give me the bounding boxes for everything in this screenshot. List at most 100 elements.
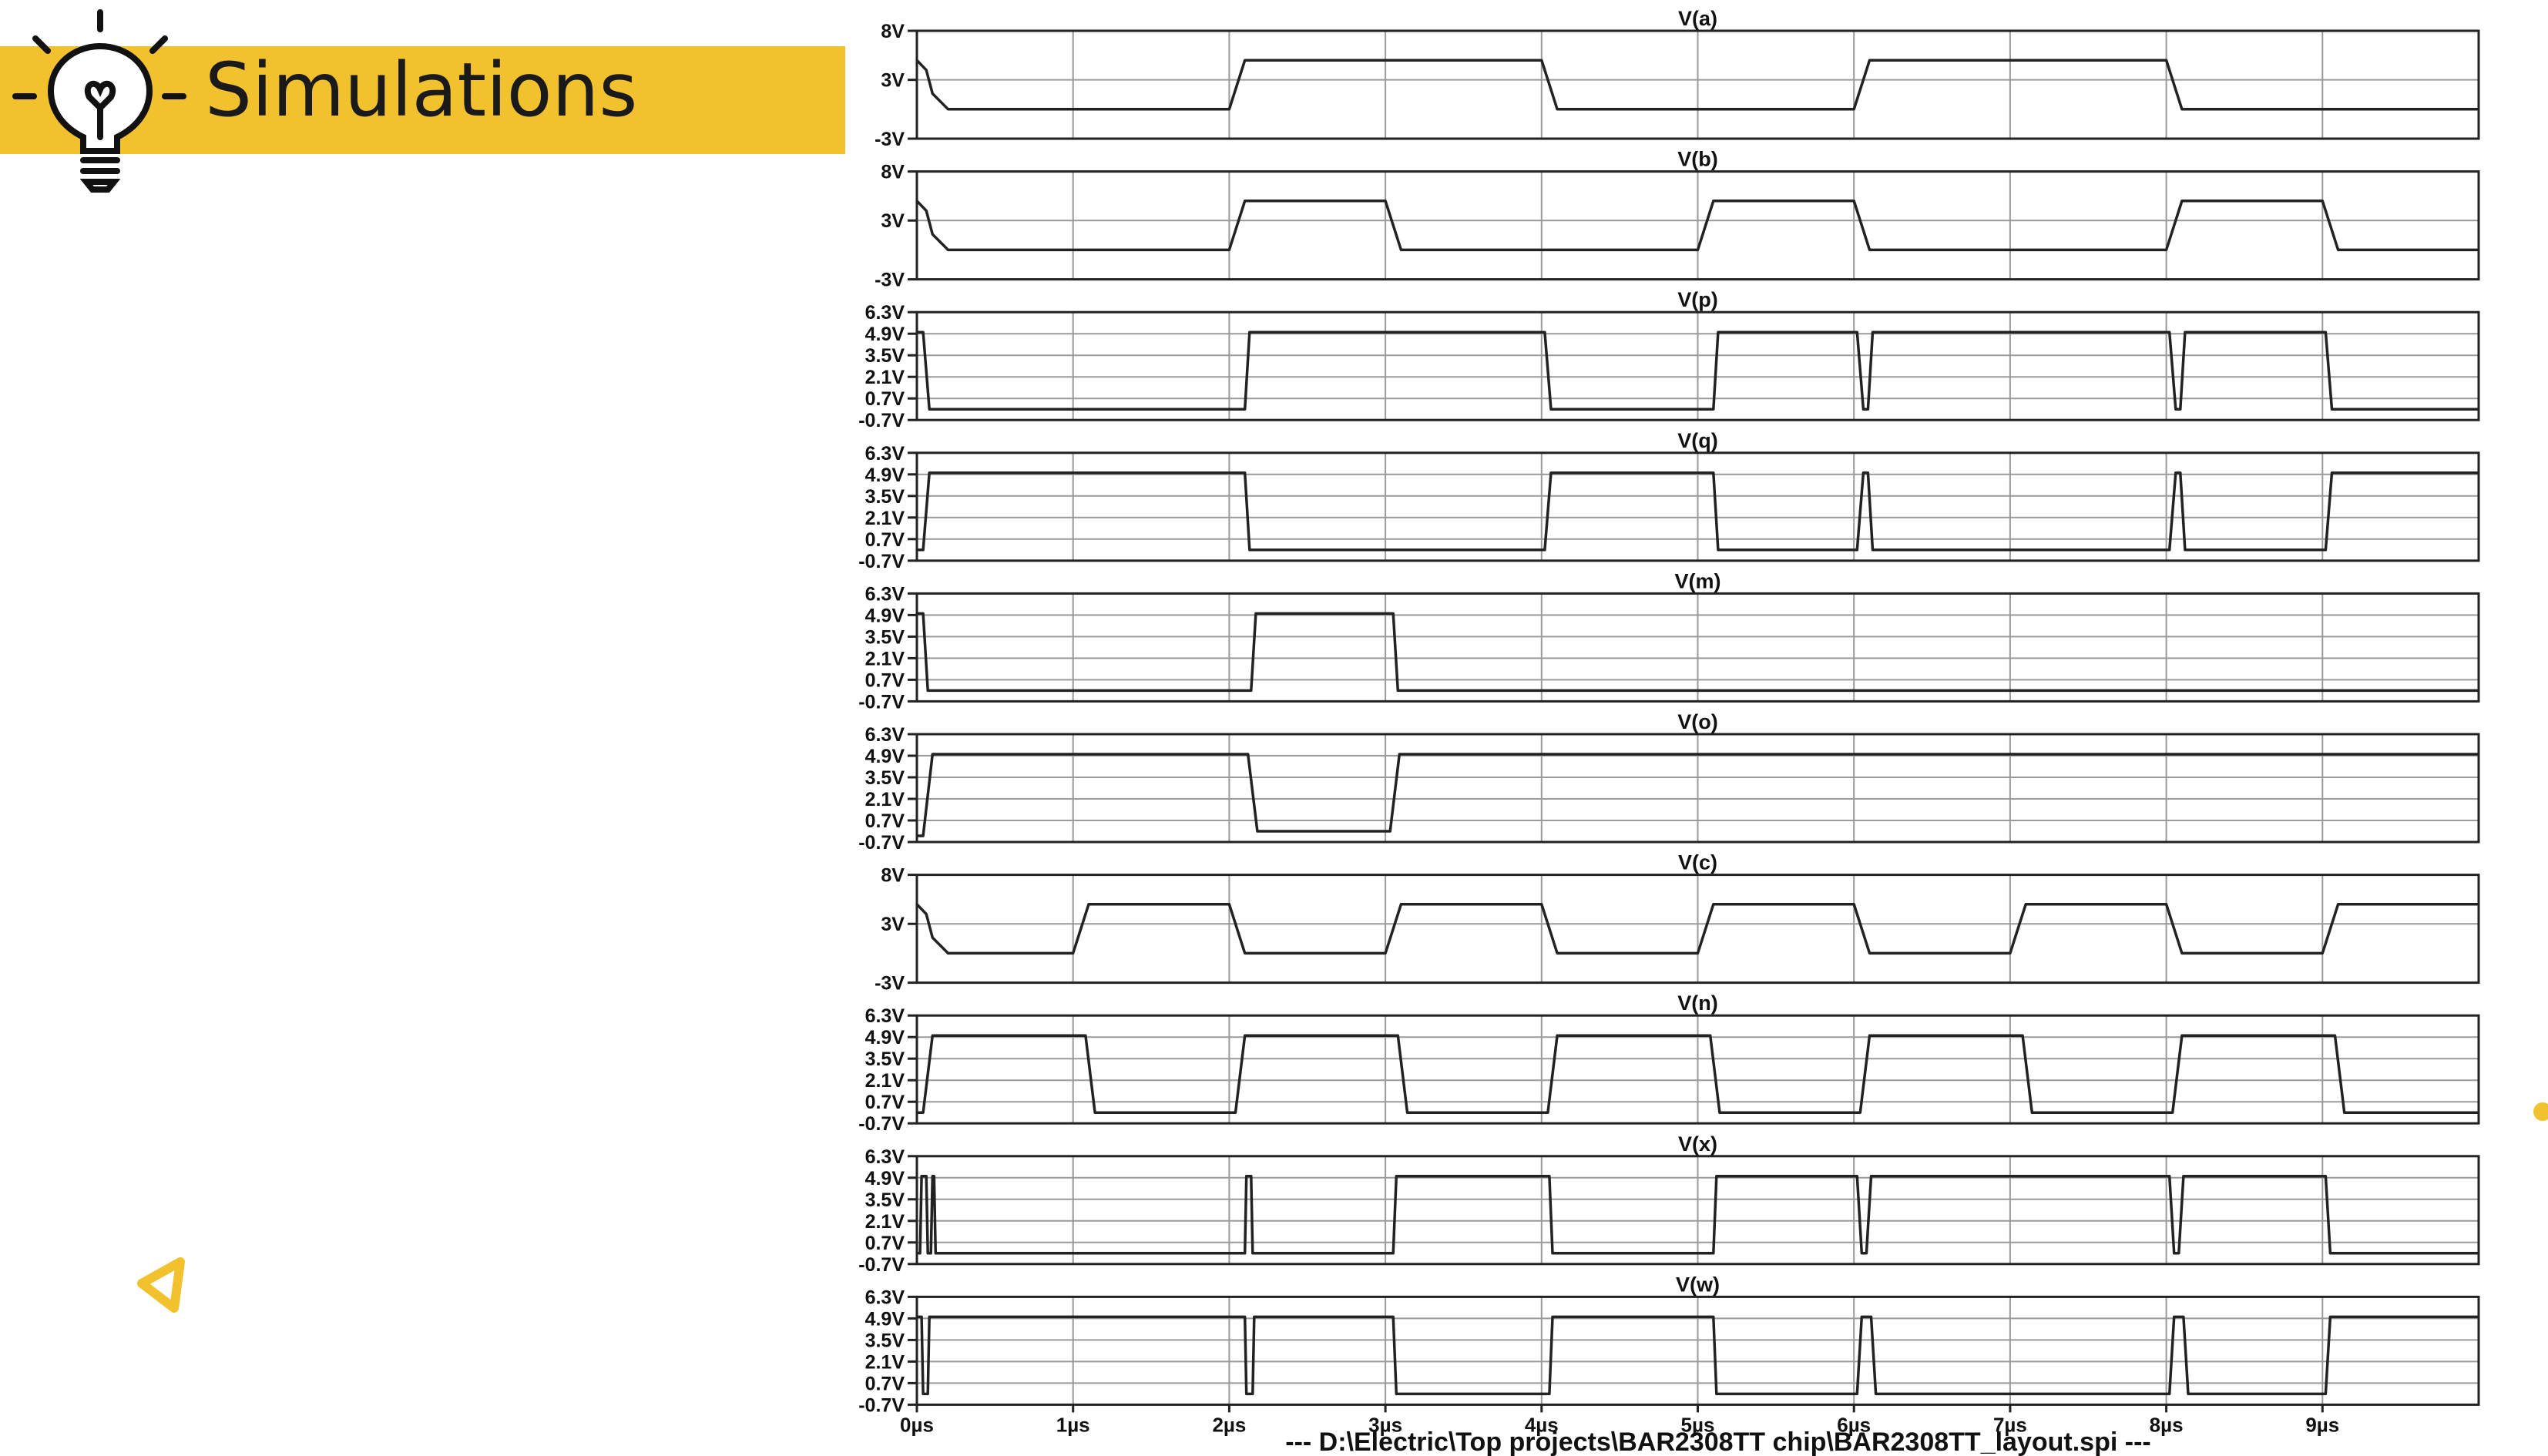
- panel-3: 6.3V4.9V3.5V2.1V0.7V-0.7V V(q): [858, 429, 2480, 572]
- panel-frame: [915, 170, 2480, 281]
- panel-frame: [915, 451, 2480, 562]
- lightbulb-icon: [12, 9, 186, 193]
- panel-frame: [915, 1014, 2480, 1125]
- series-name: V(o): [1677, 710, 1717, 733]
- y-tick-label: 3V: [881, 210, 905, 232]
- y-tick-label: -0.7V: [858, 551, 905, 572]
- y-tick-label: 2.1V: [865, 508, 905, 529]
- panel-2: 6.3V4.9V3.5V2.1V0.7V-0.7V V(p): [858, 288, 2480, 431]
- series-line: [915, 903, 2479, 955]
- y-tick-label: -3V: [875, 270, 905, 291]
- series-name: V(p): [1677, 288, 1717, 311]
- y-tick-label: 0.7V: [865, 669, 905, 691]
- panel-frame: [915, 733, 2480, 844]
- y-tick-label: 3.5V: [865, 1330, 905, 1351]
- y-tick-label: 2.1V: [865, 648, 905, 669]
- y-tick-label: -0.7V: [858, 410, 905, 431]
- panel-frame: [915, 874, 2480, 985]
- series-name: V(x): [1678, 1132, 1717, 1156]
- y-tick-label: 4.9V: [865, 1027, 905, 1048]
- series-line: [917, 753, 2479, 837]
- series-name: V(w): [1676, 1273, 1720, 1296]
- y-tick-label: -0.7V: [858, 691, 905, 713]
- x-tick-label: 6µs: [1837, 1413, 1871, 1436]
- play-triangle-icon: [137, 1257, 185, 1313]
- y-tick-label: 4.9V: [865, 465, 905, 486]
- x-tick-label: 0µs: [900, 1413, 934, 1436]
- y-tick-label: 3.5V: [865, 1048, 905, 1070]
- y-tick-label: -0.7V: [858, 1113, 905, 1135]
- x-axis: 0µs 1µs 2µs 3µs 4µs 5µs 6µs 7µs 8µs 9µs: [900, 1404, 2339, 1436]
- y-tick-label: 6.3V: [865, 583, 905, 605]
- y-tick-label: 2.1V: [865, 789, 905, 810]
- y-tick-label: 6.3V: [865, 1005, 905, 1027]
- y-tick-label: 3V: [881, 914, 905, 935]
- series-line: [917, 612, 2479, 693]
- series-name: V(b): [1677, 148, 1717, 171]
- y-tick-label: 6.3V: [865, 443, 905, 465]
- series-name: V(m): [1675, 569, 1721, 592]
- series-line: [915, 59, 2479, 111]
- y-tick-label: 3.5V: [865, 767, 905, 789]
- y-tick-label: 4.9V: [865, 746, 905, 767]
- plot-panels: 8V3V-3VV(a)8V3V-3VV(b)6.3V4.9V3.5V2.1V0.…: [858, 7, 2480, 1416]
- y-tick-label: 2.1V: [865, 1211, 905, 1233]
- x-tick-label: 9µs: [2305, 1413, 2339, 1436]
- series-name: V(q): [1677, 429, 1717, 452]
- y-tick-label: 0.7V: [865, 1233, 905, 1254]
- x-tick-label: 3µs: [1368, 1413, 1402, 1436]
- y-tick-label: 2.1V: [865, 1070, 905, 1092]
- y-tick-label: 8V: [881, 865, 905, 887]
- chart-footer: --- D:\Electric\Top projects\BAR2308TT c…: [1285, 1427, 2150, 1456]
- y-tick-label: 3.5V: [865, 1189, 905, 1211]
- y-tick-label: -0.7V: [858, 1254, 905, 1276]
- x-tick-label: 8µs: [2150, 1413, 2184, 1436]
- panel-4: 6.3V4.9V3.5V2.1V0.7V-0.7V V(m): [858, 569, 2480, 713]
- y-tick-label: 6.3V: [865, 1146, 905, 1168]
- series-line: [917, 1175, 2479, 1255]
- y-tick-label: 2.1V: [865, 367, 905, 388]
- transient-waveform-chart: 8V3V-3VV(a)8V3V-3VV(b)6.3V4.9V3.5V2.1V0.…: [858, 7, 2480, 1456]
- y-tick-label: 4.9V: [865, 1308, 905, 1330]
- y-tick-label: -0.7V: [858, 1394, 905, 1416]
- panel-9: 6.3V4.9V3.5V2.1V0.7V-0.7V V(w): [858, 1273, 2480, 1416]
- x-tick-label: 1µs: [1056, 1413, 1090, 1436]
- series-line: [917, 330, 2479, 411]
- panel-1: 8V 3V -3V V(b): [875, 148, 2480, 291]
- series-line: [915, 200, 2479, 252]
- y-tick-label: 8V: [881, 21, 905, 42]
- y-tick-label: 0.7V: [865, 810, 905, 832]
- panel-5: 6.3V4.9V3.5V2.1V0.7V-0.7V V(o): [858, 710, 2480, 854]
- panel-frame: [915, 1155, 2480, 1266]
- y-tick-label: 0.7V: [865, 1373, 905, 1394]
- panel-frame: [915, 29, 2480, 140]
- y-tick-label: 3.5V: [865, 626, 905, 648]
- y-tick-label: -3V: [875, 973, 905, 995]
- y-tick-label: 4.9V: [865, 1168, 905, 1189]
- y-tick-label: 3.5V: [865, 486, 905, 508]
- y-tick-label: -3V: [875, 129, 905, 150]
- x-tick-label: 4µs: [1525, 1413, 1559, 1436]
- y-tick-label: 6.3V: [865, 302, 905, 324]
- series-line: [917, 1315, 2479, 1396]
- series-line: [917, 1034, 2479, 1114]
- y-tick-label: 0.7V: [865, 529, 905, 551]
- panel-6: 8V 3V -3V V(c): [875, 851, 2480, 995]
- panel-0: 8V 3V -3V V(a): [875, 7, 2480, 150]
- panel-frame: [915, 592, 2480, 703]
- y-tick-label: 0.7V: [865, 1092, 905, 1113]
- y-tick-label: 6.3V: [865, 1287, 905, 1308]
- dot-icon: [2533, 1102, 2548, 1121]
- x-tick-label: 7µs: [1993, 1413, 2027, 1436]
- series-name: V(a): [1678, 7, 1717, 30]
- y-tick-label: 4.9V: [865, 605, 905, 626]
- y-tick-label: 6.3V: [865, 724, 905, 746]
- slide-title: Simulations: [205, 47, 638, 133]
- y-tick-label: 3V: [881, 70, 905, 92]
- series-name: V(n): [1677, 991, 1717, 1015]
- x-tick-label: 2µs: [1212, 1413, 1246, 1436]
- panel-8: 6.3V4.9V3.5V2.1V0.7V-0.7V V(x): [858, 1132, 2480, 1276]
- series-name: V(c): [1678, 851, 1717, 874]
- panel-7: 6.3V4.9V3.5V2.1V0.7V-0.7V V(n): [858, 991, 2480, 1135]
- y-tick-label: 8V: [881, 162, 905, 183]
